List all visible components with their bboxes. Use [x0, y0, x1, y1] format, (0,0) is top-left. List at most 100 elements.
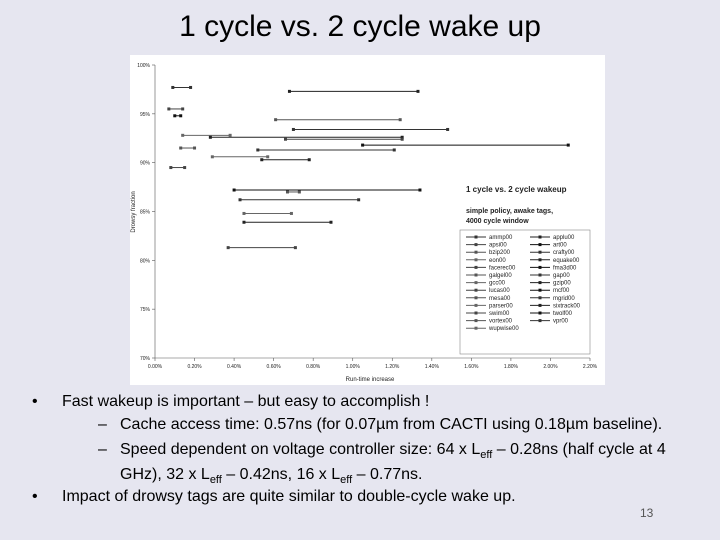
point-marker: [400, 137, 404, 141]
legend-marker: [538, 296, 542, 300]
point-marker: [284, 137, 287, 141]
point-marker: [167, 107, 171, 111]
x-tick-label: 2.00%: [543, 364, 558, 370]
point-marker: [179, 114, 183, 118]
y-tick-label: 85%: [140, 210, 151, 216]
point-marker: [242, 220, 246, 224]
x-tick-label: 1.00%: [346, 364, 361, 370]
legend-marker: [474, 273, 478, 277]
legend-marker: [474, 258, 478, 262]
point-marker: [238, 198, 242, 202]
point-marker: [181, 133, 185, 137]
legend-marker: [474, 265, 478, 269]
sub-bullet-dash: –: [98, 416, 107, 433]
y-tick-label: 80%: [140, 258, 151, 264]
legend-label: mesa00: [489, 296, 511, 302]
point-marker: [357, 198, 361, 202]
legend-label: twolf00: [553, 311, 573, 317]
y-tick-label: 75%: [140, 307, 151, 313]
legend-marker: [538, 319, 542, 323]
x-tick-label: 1.80%: [504, 364, 519, 370]
y-tick-label: 95%: [140, 112, 151, 118]
point-marker: [232, 188, 236, 192]
chart-subtitle: simple policy, awake tags,: [466, 208, 553, 215]
legend-label: gap00: [553, 273, 570, 279]
text-run: – 0.28ns (half cycle at 4 GHz), 32 x L: [120, 441, 666, 484]
point-marker: [173, 114, 177, 118]
slide-title: 1 cycle vs. 2 cycle wake up: [179, 10, 541, 43]
legend-marker: [474, 250, 478, 254]
legend-marker: [538, 250, 542, 254]
text-run: – 0.77ns.: [352, 466, 423, 484]
x-tick-label: 0.20%: [187, 364, 202, 370]
legend-marker: [474, 303, 478, 307]
y-axis-label: Drowsy fraction: [131, 191, 137, 232]
subscript: eff: [209, 474, 222, 487]
point-marker: [171, 85, 175, 89]
point-marker: [446, 127, 450, 131]
legend-label: swim00: [489, 311, 510, 317]
legend-label: bzip200: [489, 250, 511, 256]
x-tick-label: 0.40%: [227, 364, 242, 370]
point-marker: [291, 127, 295, 131]
text-run: Speed dependent on voltage controller si…: [120, 441, 481, 458]
legend-marker: [474, 319, 478, 323]
point-marker: [285, 190, 289, 194]
text-run: Cache access time: 0.57ns (for 0.07µm fr…: [120, 416, 663, 433]
sub-bullet-dash: –: [98, 441, 107, 458]
point-marker: [392, 148, 396, 152]
x-tick-label: 1.20%: [385, 364, 400, 370]
y-tick-label: 90%: [140, 161, 151, 167]
legend-label: ammp00: [489, 235, 513, 241]
point-marker: [228, 133, 232, 137]
chart-subtitle: 4000 cycle window: [466, 218, 529, 225]
legend-label: art00: [553, 243, 567, 249]
legend-label: applu00: [553, 235, 575, 241]
legend-label: vpr00: [553, 319, 569, 325]
point-marker: [297, 190, 301, 194]
subscript: eff: [480, 449, 493, 462]
point-marker: [266, 155, 270, 159]
legend-marker: [474, 243, 478, 247]
legend-label: apsi00: [489, 243, 507, 249]
bullet-text: Fast wakeup is important – but easy to a…: [62, 393, 430, 410]
point-marker: [293, 246, 297, 250]
legend-label: fma3d00: [553, 265, 577, 271]
legend-label: gcc00: [489, 281, 506, 287]
subscript: eff: [340, 474, 353, 487]
page-number: 13: [640, 506, 654, 520]
point-marker: [183, 166, 187, 170]
legend-marker: [538, 243, 542, 247]
legend-label: mgrid00: [553, 296, 575, 302]
legend-label: crafty00: [553, 250, 575, 256]
x-tick-label: 0.60%: [267, 364, 282, 370]
sub-bullet-text: Speed dependent on voltage controller si…: [120, 440, 710, 490]
x-tick-label: 1.40%: [425, 364, 440, 370]
legend-label: sixtrack00: [553, 303, 581, 309]
legend-label: equake00: [553, 258, 580, 264]
point-marker: [416, 89, 420, 93]
point-marker: [208, 135, 212, 139]
point-marker: [260, 158, 264, 162]
legend-marker: [474, 296, 478, 300]
legend-label: wupwise00: [488, 326, 519, 332]
legend-marker: [474, 311, 478, 315]
legend-marker: [538, 273, 542, 277]
legend-marker: [474, 288, 478, 292]
point-marker: [193, 146, 197, 150]
legend-box: [459, 229, 591, 355]
legend-label: mcf00: [553, 288, 570, 294]
point-marker: [181, 107, 185, 111]
legend-marker: [538, 288, 542, 292]
point-marker: [566, 143, 570, 147]
point-marker: [274, 118, 278, 122]
legend-marker: [474, 326, 478, 330]
legend-marker: [538, 235, 542, 239]
bullet-dot: •: [32, 488, 38, 505]
point-marker: [210, 155, 214, 159]
legend-label: lucas00: [489, 288, 510, 294]
legend-label: parser00: [489, 303, 513, 309]
point-marker: [418, 188, 422, 192]
